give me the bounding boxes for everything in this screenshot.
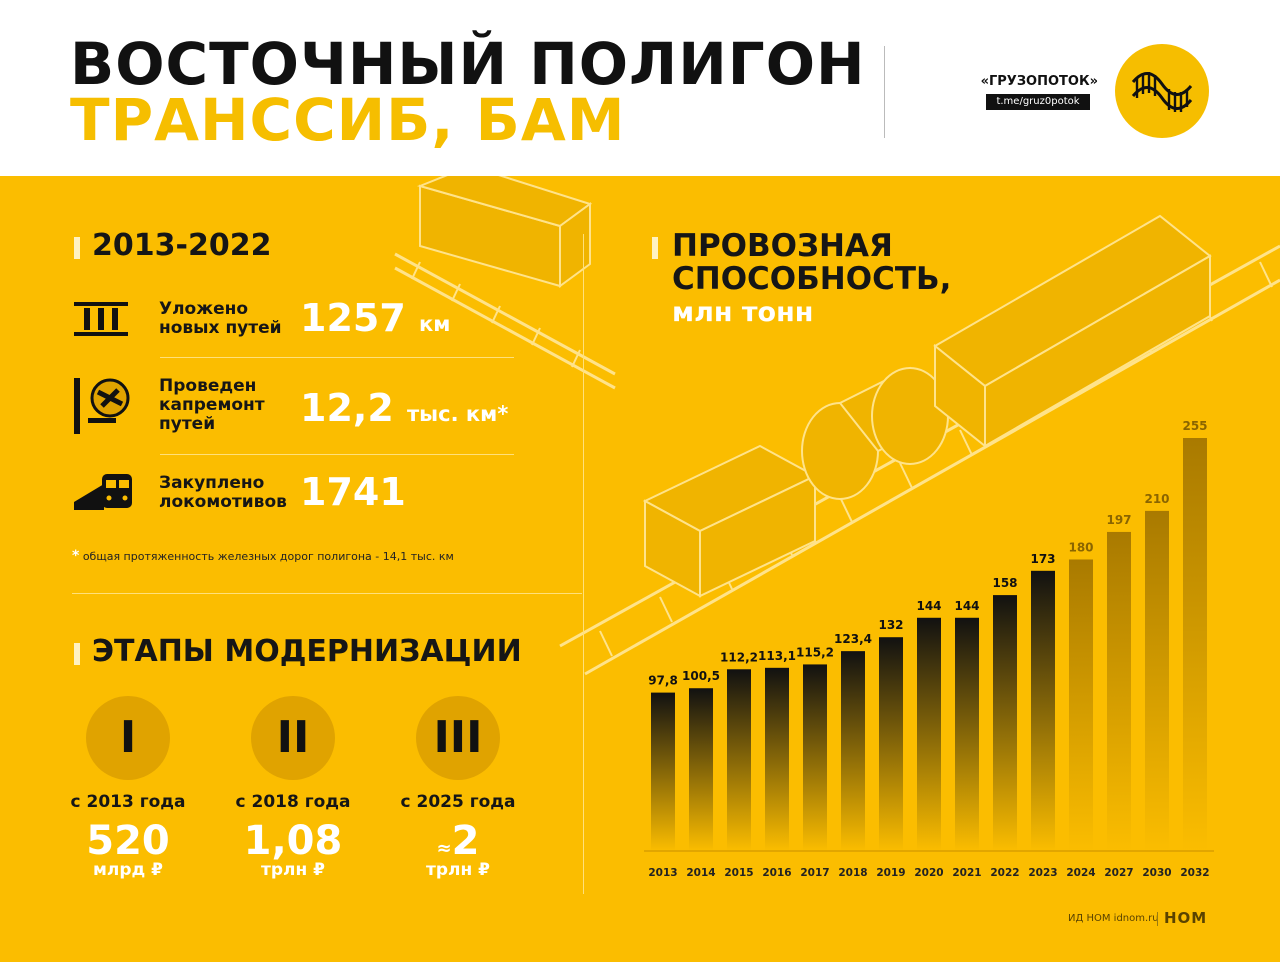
stage-2-amount: 1,08: [243, 818, 343, 864]
bar-2019: [879, 637, 903, 851]
footer-credit: ИД НОМ idnom.ru: [1068, 913, 1159, 924]
section-divider: [72, 593, 582, 594]
chart-title: ПРОВОЗНАЯ СПОСОБНОСТЬ,: [672, 228, 952, 297]
stat-label-tracks: Уложено новых путей: [159, 299, 282, 338]
stage-1-unit: млрд ₽: [93, 860, 163, 880]
x-tick-label-2018: 2018: [838, 867, 867, 879]
bar-2023: [1031, 570, 1055, 851]
bar-value-label-2030: 210: [1144, 492, 1169, 506]
brand-link[interactable]: t.me/gruz0potok: [986, 94, 1090, 110]
stat-label-repair: Проведен капремонт путей: [159, 376, 265, 434]
train-illustration: [394, 176, 1280, 676]
x-tick-label-2017: 2017: [800, 867, 829, 879]
section-marker: [74, 643, 80, 665]
x-tick-label-2013: 2013: [648, 867, 677, 879]
stage-3-unit: трлн ₽: [426, 860, 490, 880]
publisher-logo: НОМ: [1164, 909, 1208, 927]
x-tick-label-2022: 2022: [990, 867, 1019, 879]
page-title: ВОСТОЧНЫЙ ПОЛИГОН: [70, 30, 866, 98]
divider: [160, 357, 514, 358]
content-panel: 2013-2022 Уложено новых путей 1257 км Пр…: [0, 176, 1280, 962]
stat-value-repair: 12,2 тыс. км*: [300, 386, 509, 430]
x-tick-label-2021: 2021: [952, 867, 981, 879]
bar-2020: [917, 617, 941, 851]
stage-1-badge: I: [86, 696, 170, 780]
stage-1-since: с 2013 года: [70, 792, 186, 812]
bar-value-label-2023: 173: [1030, 552, 1055, 566]
stage-2-badge: II: [251, 696, 335, 780]
section-marker: [74, 237, 80, 259]
stat-value-locomotives: 1741: [300, 470, 406, 514]
x-tick-label-2027: 2027: [1104, 867, 1133, 879]
stage-2-unit: трлн ₽: [261, 860, 325, 880]
bar-2022: [993, 595, 1017, 851]
bar-value-label-2013: 97,8: [648, 674, 678, 688]
modernization-title: ЭТАПЫ МОДЕРНИЗАЦИИ: [92, 634, 522, 669]
x-tick-label-2019: 2019: [876, 867, 905, 879]
x-tick-label-2015: 2015: [724, 867, 753, 879]
x-tick-label-2030: 2030: [1142, 867, 1171, 879]
x-tick-label-2014: 2014: [686, 867, 715, 879]
bar-value-label-2027: 197: [1106, 513, 1131, 527]
bar-2017: [803, 664, 827, 851]
bar-2024: [1069, 559, 1093, 851]
x-tick-label-2020: 2020: [914, 867, 943, 879]
column-divider: [583, 234, 584, 894]
bar-value-label-2016: 113,1: [758, 649, 796, 663]
section-marker: [652, 237, 658, 259]
bar-2021: [955, 617, 979, 851]
stat-label-locomotives: Закуплено локомотивов: [159, 473, 287, 512]
bar-value-label-2020: 144: [916, 599, 941, 613]
bar-value-label-2015: 112,2: [720, 650, 758, 664]
stage-3-since: с 2025 года: [400, 792, 516, 812]
stage-3-amount: ≈2: [436, 818, 480, 864]
x-tick-label-2024: 2024: [1066, 867, 1095, 879]
bar-value-label-2032: 255: [1182, 419, 1207, 433]
stage-2-since: с 2018 года: [235, 792, 351, 812]
stage-3-badge: III: [416, 696, 500, 780]
bar-value-label-2022: 158: [992, 576, 1017, 590]
bar-2015: [727, 669, 751, 851]
stats-section-title: 2013-2022: [92, 228, 272, 263]
bar-2032: [1183, 438, 1207, 851]
bar-2027: [1107, 531, 1131, 851]
stat-value-tracks: 1257 км: [300, 296, 451, 340]
bar-2030: [1145, 510, 1169, 851]
capacity-bar-chart: 97,8 2013 100,5 2014 112,2 2015 113,1 2016 115,2…: [644, 419, 1214, 879]
footer-separator: [1157, 912, 1158, 926]
bar-value-label-2021: 144: [954, 599, 979, 613]
divider: [160, 454, 514, 455]
stage-1-amount: 520: [86, 818, 170, 864]
brand-logo-icon: [1115, 44, 1209, 138]
header: ВОСТОЧНЫЙ ПОЛИГОН ТРАНССИБ, БАМ «ГРУЗОПО…: [0, 0, 1280, 176]
bar-2016: [765, 667, 789, 851]
bar-value-label-2019: 132: [878, 618, 903, 632]
bar-value-label-2024: 180: [1068, 540, 1093, 554]
bar-value-label-2014: 100,5: [682, 669, 720, 683]
bar-value-label-2017: 115,2: [796, 645, 834, 659]
header-divider: [884, 46, 885, 138]
bar-2018: [841, 651, 865, 851]
chart-subtitle: млн тонн: [672, 297, 814, 328]
page-subtitle: ТРАНССИБ, БАМ: [70, 86, 626, 154]
locomotive-icon: [74, 474, 132, 510]
bar-2013: [651, 692, 675, 851]
bar-2014: [689, 688, 713, 851]
rail-track-icon: [74, 302, 128, 336]
x-tick-label-2023: 2023: [1028, 867, 1057, 879]
x-tick-label-2016: 2016: [762, 867, 791, 879]
x-tick-label-2032: 2032: [1180, 867, 1209, 879]
brand-name: «ГРУЗОПОТОК»: [980, 74, 1098, 89]
bar-value-label-2018: 123,4: [834, 632, 872, 646]
repair-tools-icon: [74, 378, 130, 434]
footnote: * общая протяженность железных дорог пол…: [72, 548, 454, 564]
